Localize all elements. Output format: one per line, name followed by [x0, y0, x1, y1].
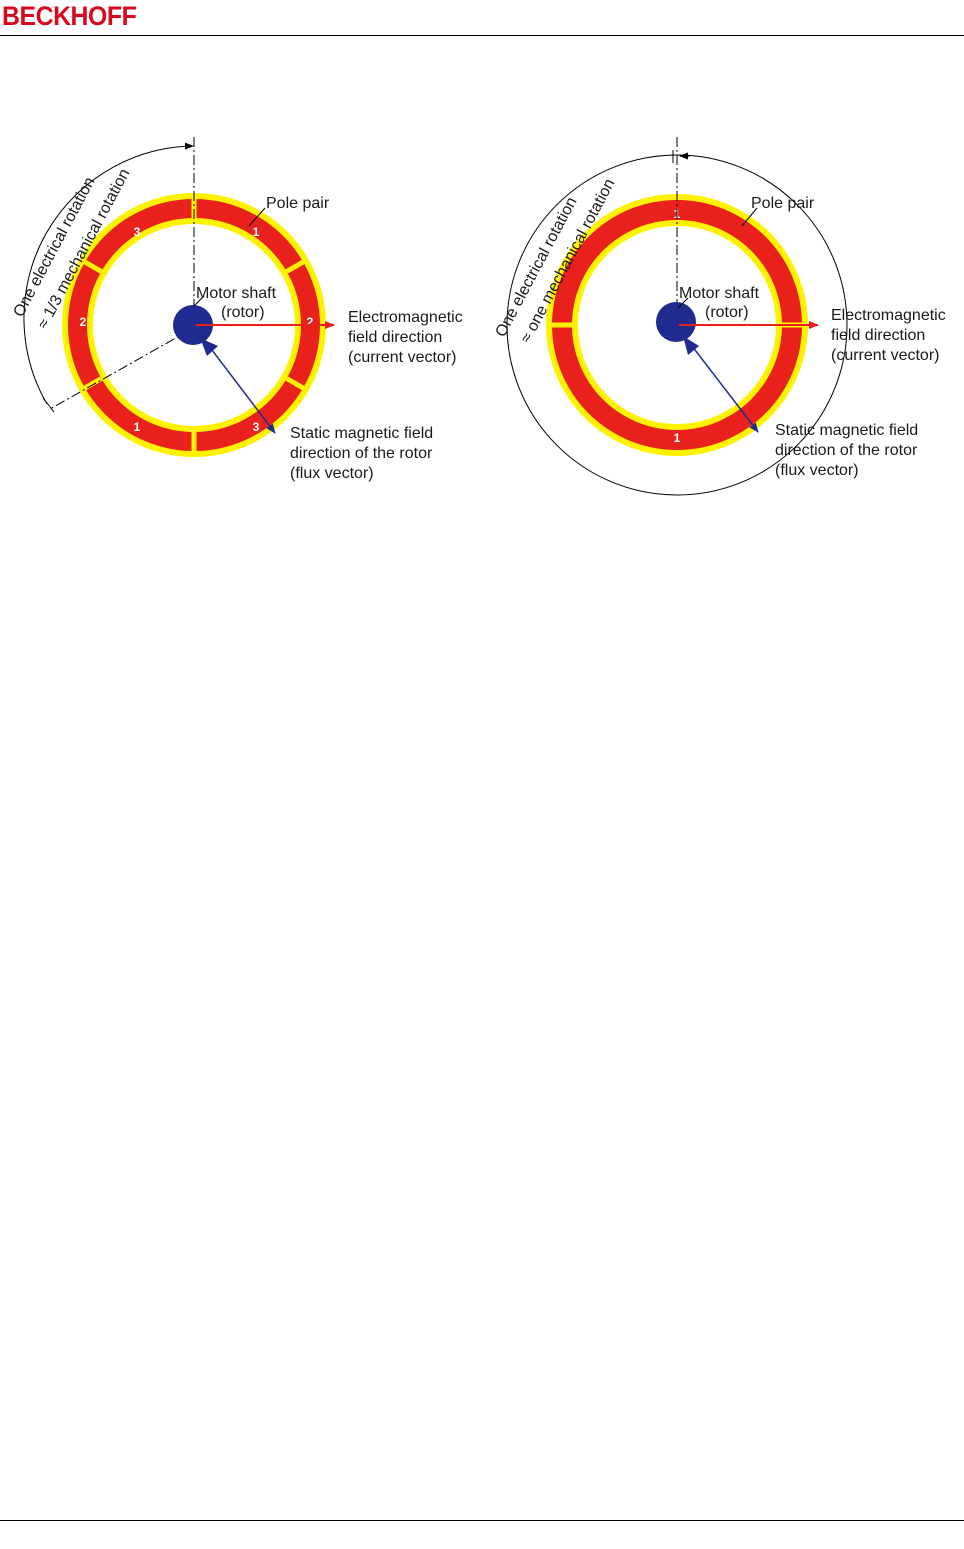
left-segment-number: 1	[253, 225, 260, 239]
left-em-label: Electromagnetic	[348, 309, 463, 326]
left-rotation-arc	[23, 142, 194, 405]
header-divider	[0, 35, 964, 36]
right-motor-diagram: 1 1 One electrical rotation ≈ one mechan…	[493, 137, 946, 496]
left-shaft-label: Motor shaft	[196, 285, 277, 302]
footer-divider	[0, 1520, 964, 1521]
right-em-label-direction: field direction	[831, 327, 925, 344]
right-flux-label-vector: (flux vector)	[775, 462, 859, 479]
left-flux-vector-arrow	[195, 328, 276, 434]
right-shaft-label-rotor: (rotor)	[705, 304, 749, 321]
right-flux-vector-arrow	[678, 328, 759, 433]
left-segment-number: 3	[134, 225, 141, 239]
left-arc-end-tick	[42, 397, 55, 413]
left-segment-number: 3	[253, 420, 260, 434]
left-pole-pair-leader	[248, 207, 266, 227]
left-reference-line-angled	[49, 329, 191, 410]
right-flux-label-direction: direction of the rotor	[775, 442, 918, 459]
left-em-label-direction: field direction	[348, 329, 442, 346]
left-flux-label-direction: direction of the rotor	[290, 445, 433, 462]
right-pole-pair-leader	[741, 207, 758, 227]
right-shaft-leader	[677, 297, 689, 309]
left-flux-label-vector: (flux vector)	[290, 465, 374, 482]
beckhoff-logo: BECKHOFF	[2, 1, 137, 31]
motor-pole-diagrams: 1 2 3 1 2 3 One electrical rotation ≈ 1/…	[11, 137, 946, 496]
left-em-label-current-vector: (current vector)	[348, 349, 456, 366]
left-pole-pair-label: Pole pair	[266, 195, 330, 212]
right-shaft-label: Motor shaft	[679, 285, 760, 302]
left-flux-label: Static magnetic field	[290, 425, 433, 442]
left-motor-diagram: 1 2 3 1 2 3 One electrical rotation ≈ 1/…	[11, 137, 463, 482]
right-em-label-current-vector: (current vector)	[831, 347, 939, 364]
left-shaft-leader	[193, 295, 205, 307]
right-em-label: Electromagnetic	[831, 307, 946, 324]
page-header: BECKHOFF	[0, 0, 964, 36]
left-rotor	[173, 305, 213, 345]
right-segment-number: 1	[674, 431, 681, 445]
right-rotor	[656, 302, 696, 342]
left-segment-number: 2	[307, 315, 314, 329]
right-flux-label: Static magnetic field	[775, 422, 918, 439]
left-shaft-label-rotor: (rotor)	[221, 304, 265, 321]
left-segment-number: 1	[134, 420, 141, 434]
left-segment-number: 2	[80, 315, 87, 329]
right-pole-pair-label: Pole pair	[751, 195, 815, 212]
